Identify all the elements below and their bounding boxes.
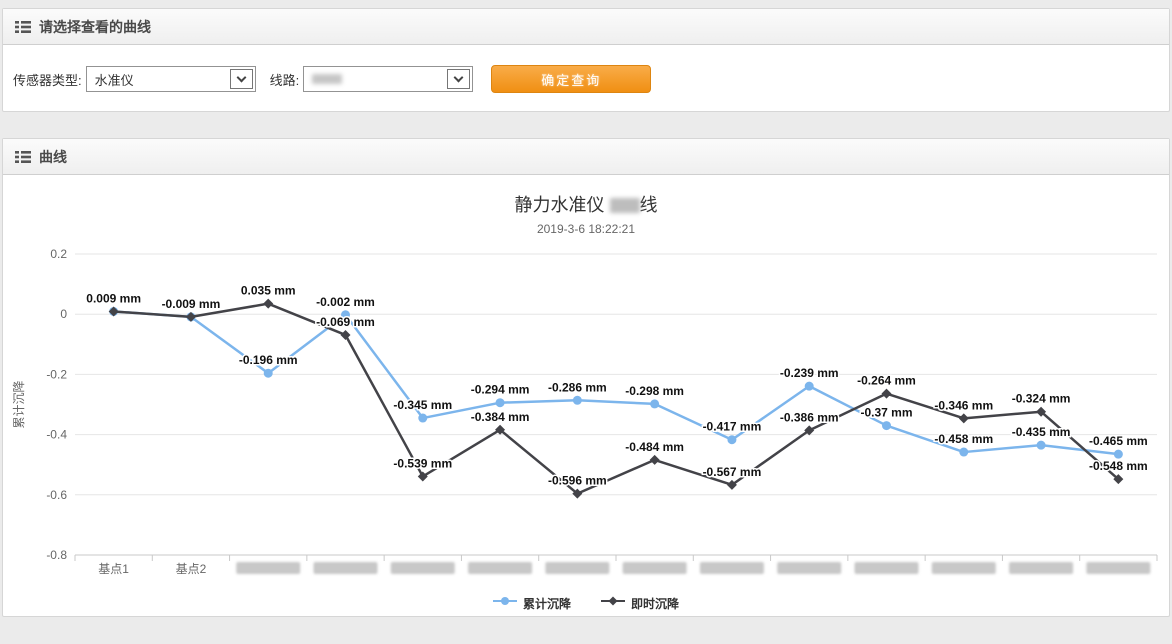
svg-text:-0.596 mm: -0.596 mm bbox=[548, 474, 607, 488]
svg-text:-0.567 mm: -0.567 mm bbox=[703, 465, 762, 479]
svg-text:-0.548 mm: -0.548 mm bbox=[1089, 459, 1148, 473]
svg-text:基点1: 基点1 bbox=[98, 562, 129, 576]
title-redacted-segment bbox=[609, 198, 640, 213]
chevron-down-icon bbox=[229, 69, 253, 89]
sensor-type-label: 传感器类型: bbox=[13, 72, 82, 88]
svg-text:-0.345 mm: -0.345 mm bbox=[393, 398, 452, 412]
line-select-redacted-value bbox=[312, 74, 343, 84]
svg-text:0.009 mm: 0.009 mm bbox=[86, 291, 141, 305]
chart-container: 静力水准仪 线 2019-3-6 18:22:21 0.2 0 -0.2 -0.4 -0… bbox=[3, 175, 1169, 616]
svg-text:-0.324 mm: -0.324 mm bbox=[1012, 392, 1071, 406]
sensor-type-value: 水准仪 bbox=[94, 72, 134, 88]
svg-text:-0.539 mm: -0.539 mm bbox=[393, 456, 452, 470]
svg-text:0.035 mm: 0.035 mm bbox=[241, 284, 296, 298]
curve-panel-header: 曲线 bbox=[3, 139, 1169, 175]
svg-text:-0.6: -0.6 bbox=[46, 488, 67, 502]
svg-text:-0.264 mm: -0.264 mm bbox=[857, 374, 916, 388]
svg-text:-0.2: -0.2 bbox=[46, 367, 67, 381]
chart-legend: 累计沉降 即时沉降 bbox=[9, 594, 1163, 612]
svg-text:-0.417 mm: -0.417 mm bbox=[703, 420, 762, 434]
svg-text:-0.384 mm: -0.384 mm bbox=[471, 410, 530, 424]
svg-text:-0.346 mm: -0.346 mm bbox=[934, 398, 993, 412]
svg-text:-0.435 mm: -0.435 mm bbox=[1012, 425, 1071, 439]
chart-title: 静力水准仪 线 bbox=[514, 195, 658, 215]
chart-subtitle: 2019-3-6 18:22:21 bbox=[536, 222, 636, 236]
svg-text:-0.484 mm: -0.484 mm bbox=[625, 440, 684, 454]
svg-text:基点2: 基点2 bbox=[176, 562, 207, 576]
svg-text:0.009 mm: 0.009 mm bbox=[86, 291, 141, 305]
plot-area: 0.2 0 -0.2 -0.4 -0.6 -0.8 累计沉降基点1 基点2 0.009 mm -0… bbox=[9, 240, 1163, 592]
sensor-type-select[interactable]: 水准仪 bbox=[85, 66, 256, 92]
confirm-query-button[interactable]: 确定查询 bbox=[491, 65, 652, 93]
query-panel-header: 请选择查看的曲线 bbox=[3, 9, 1169, 45]
list-icon bbox=[15, 150, 31, 164]
list-icon bbox=[15, 20, 31, 34]
curve-panel-title: 曲线 bbox=[39, 148, 67, 165]
query-panel: 请选择查看的曲线 传感器类型: 水准仪 线路: 确定查询 bbox=[2, 8, 1170, 112]
svg-text:-0.002 mm: -0.002 mm bbox=[316, 295, 375, 309]
svg-text:0: 0 bbox=[60, 307, 67, 321]
svg-text:-0.196 mm: -0.196 mm bbox=[239, 353, 298, 367]
svg-text:-0.294 mm: -0.294 mm bbox=[471, 383, 530, 397]
svg-text:-0.286 mm: -0.286 mm bbox=[548, 380, 607, 394]
svg-text:-0.298 mm: -0.298 mm bbox=[625, 384, 684, 398]
legend-item-instant[interactable]: 即时沉降 bbox=[601, 594, 679, 612]
chevron-down-icon bbox=[447, 69, 471, 89]
svg-text:-0.009 mm: -0.009 mm bbox=[162, 297, 221, 311]
svg-text:累计沉降: 累计沉降 bbox=[12, 380, 26, 428]
svg-text:-0.458 mm: -0.458 mm bbox=[934, 432, 993, 446]
svg-text:-0.465 mm: -0.465 mm bbox=[1089, 434, 1148, 448]
svg-text:-0.386 mm: -0.386 mm bbox=[780, 410, 839, 424]
svg-text:-0.8: -0.8 bbox=[46, 548, 67, 562]
query-panel-title: 请选择查看的曲线 bbox=[39, 18, 151, 35]
svg-text:-0.069 mm: -0.069 mm bbox=[316, 315, 375, 329]
line-label: 线路: bbox=[269, 72, 300, 88]
line-select[interactable] bbox=[303, 66, 474, 92]
svg-text:-0.009 mm: -0.009 mm bbox=[162, 297, 221, 311]
diamond-marker-icon bbox=[601, 594, 625, 612]
svg-text:-0.37 mm: -0.37 mm bbox=[860, 406, 912, 420]
query-form: 传感器类型: 水准仪 线路: 确定查询 bbox=[3, 45, 1169, 111]
svg-text:0.2: 0.2 bbox=[50, 247, 67, 261]
svg-text:-0.4: -0.4 bbox=[46, 428, 67, 442]
legend-item-cumulative[interactable]: 累计沉降 bbox=[492, 594, 571, 612]
curve-panel: 曲线 静力水准仪 线 2019-3-6 18:22:21 0.2 0 -0.2 -0.… bbox=[2, 138, 1170, 617]
circle-marker-icon bbox=[492, 594, 517, 612]
svg-text:-0.239 mm: -0.239 mm bbox=[780, 366, 839, 380]
